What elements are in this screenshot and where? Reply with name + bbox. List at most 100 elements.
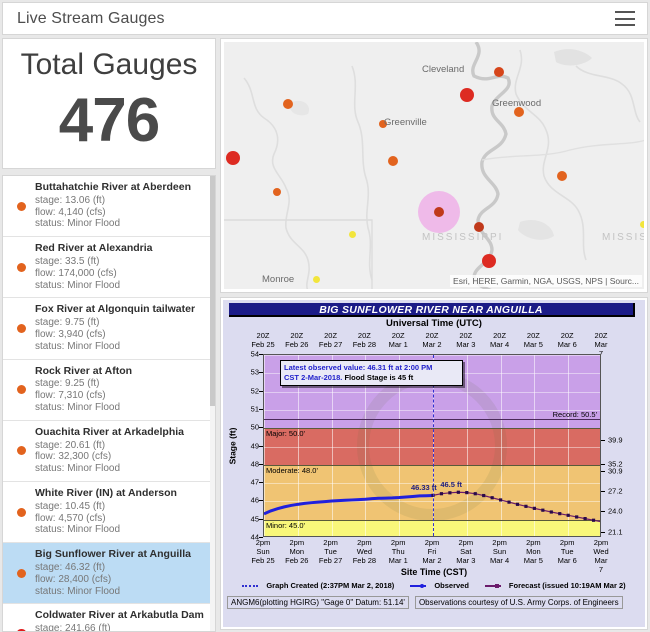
map-marker[interactable] [557, 171, 567, 181]
map-marker[interactable] [474, 222, 484, 232]
chart-forecast-point [439, 492, 444, 496]
chart-record-line [264, 419, 600, 421]
chart-legend-marker-icon [494, 584, 499, 589]
chart-forecast-point [448, 491, 452, 495]
chart-flood-threshold-label: Minor: 45.0' [266, 520, 305, 530]
gauge-name: White River (IN) at Anderson [35, 486, 177, 499]
gauge-item-text: White River (IN) at Anderson stage: 10.45… [35, 486, 209, 536]
map-vector-layer [224, 42, 644, 289]
map-panel[interactable]: Esri, HERE, Garmin, NGA, USGS, NPS | Sou… [220, 38, 648, 293]
chart-flood-threshold-label: Moderate: 48.0' [266, 465, 318, 475]
gauge-list-item[interactable]: Big Sunflower River at Anguilla stage: 46… [3, 543, 215, 605]
chart-footnote: Observations courtesy of U.S. Army Corps… [414, 596, 623, 609]
gauge-status-dot-icon [16, 507, 26, 517]
chart-vgrid [568, 355, 570, 536]
map-marker[interactable] [283, 99, 293, 109]
hamburger-menu-icon[interactable] [615, 11, 635, 26]
chart-title: BIG SUNFLOWER RIVER NEAR ANGUILLA [229, 303, 635, 317]
chart-hgrid [264, 409, 600, 411]
chart-y-tickmark [259, 445, 263, 447]
gauge-status: status: Minor Flood [35, 340, 121, 352]
chart-legend-label: Forecast (issued 10:19AM Mar 2) [508, 581, 626, 590]
chart-y-tick: 53 [250, 367, 259, 377]
chart-flow-tickmark [601, 471, 605, 473]
gauge-list-scrollbar[interactable] [210, 176, 215, 631]
gauge-list-scroll-thumb[interactable] [210, 176, 215, 406]
gauge-stage: stage: 33.5 (ft) [35, 255, 100, 267]
app-header: Live Stream Gauges [2, 2, 648, 35]
gauge-list-item[interactable]: Fox River at Algonquin tailwater stage: 9… [3, 298, 215, 360]
gauge-status-dot-icon [16, 262, 26, 272]
map-marker[interactable] [388, 156, 398, 166]
chart-hgrid [264, 355, 600, 356]
gauge-list-item[interactable]: Red River at Alexandria stage: 33.5 (ft) f… [3, 237, 215, 299]
chart-y-tickmark [259, 354, 263, 355]
map-city-label: Greenwood [492, 98, 542, 109]
map-marker[interactable] [639, 220, 644, 228]
gauge-status-dot-icon [16, 568, 26, 578]
gauge-status-dot-wrap [7, 628, 35, 631]
chart-forecast-point [431, 493, 435, 497]
chart-legend-label: Observed [434, 581, 469, 590]
chart-flow-tick: 27.2 [608, 486, 623, 496]
chart-forecast-point [482, 493, 486, 498]
chart-flow-tickmark [601, 463, 605, 465]
chart-vgrid [399, 355, 401, 536]
chart-point-label: 46.33 ft [410, 483, 437, 493]
gauge-list-item[interactable]: Coldwater River at Arkabutla Dam stage: 2… [3, 604, 215, 631]
gauge-name: Rock River at Afton [35, 364, 133, 377]
gauge-flow: flow: 32,300 (cfs) [35, 451, 112, 463]
chart-latest-observed-callout: Latest observed value: 46.31 ft at 2:00 … [280, 360, 463, 386]
chart-legend-label: Graph Created (2:37PM Mar 2, 2018) [266, 581, 395, 590]
chart-utc-tick: 20Z Feb 28 [352, 331, 377, 349]
map-marker[interactable] [379, 120, 387, 128]
gauge-status: status: Minor Flood [35, 279, 121, 291]
map-marker[interactable] [460, 88, 474, 102]
hydrograph-panel[interactable]: BIG SUNFLOWER RIVER NEAR ANGUILLA Univer… [220, 297, 648, 630]
gauge-list-item[interactable]: Buttahatchie River at Aberdeen stage: 13.… [3, 176, 215, 238]
gauge-flow: flow: 3,940 (cfs) [35, 328, 106, 340]
gauge-status: status: Minor Flood [35, 401, 121, 413]
map-marker[interactable] [494, 67, 504, 77]
gauge-flow: flow: 4,140 (cfs) [35, 206, 106, 218]
gauge-status-dot-wrap [7, 262, 35, 272]
total-gauges-value: 476 [58, 86, 160, 155]
map-marker-selected[interactable] [434, 207, 444, 217]
chart-utc-tick: 20Z Mar 2 [422, 331, 442, 349]
chart-utc-tick: 20Z Mar 1 [388, 331, 408, 349]
gauge-stage: stage: 10.45 (ft) [35, 500, 106, 512]
map-marker[interactable] [514, 107, 524, 117]
chart-utc-tick: 20Z Mar 4 [490, 331, 510, 349]
map-marker[interactable] [273, 188, 281, 196]
chart-point-label: 46.5 ft [440, 480, 463, 490]
chart-y-tick: 44 [250, 532, 259, 542]
gauge-name: Buttahatchie River at Aberdeen [35, 181, 191, 193]
map-marker[interactable] [348, 230, 356, 238]
chart-series-layer [264, 490, 600, 523]
gauge-stage: stage: 20.61 (ft) [35, 439, 106, 451]
chart-y-axis: Stage (ft) 44 45 46 47 48 49 50 51 52 53 54 [223, 350, 263, 542]
gauge-list[interactable]: Buttahatchie River at Aberdeen stage: 13.… [2, 175, 216, 632]
chart-plot-area: Major: 50.0'Moderate: 48.0'Minor: 45.0'A… [263, 354, 601, 537]
chart-flood-band [264, 519, 600, 536]
gauge-list-item[interactable]: White River (IN) at Anderson stage: 10.45… [3, 482, 215, 544]
gauge-status: status: Minor Flood [35, 463, 121, 475]
map-state-label: MISSISS [602, 232, 644, 243]
map-marker[interactable] [312, 275, 320, 283]
chart-footnotes: ANGM6(plotting HGIRG) "Gage 0" Datum: 51… [227, 596, 641, 609]
map-marker[interactable] [226, 151, 240, 165]
gauge-status-dot-wrap [7, 385, 35, 395]
gauge-name: Coldwater River at Arkabutla Dam [35, 609, 204, 622]
map-marker[interactable] [482, 254, 496, 268]
gauge-status-dot-wrap [7, 446, 35, 456]
chart-flow-tick: 30.9 [608, 466, 623, 476]
gauge-item-text: Fox River at Algonquin tailwater stage: 9… [35, 304, 209, 352]
map-canvas[interactable]: Esri, HERE, Garmin, NGA, USGS, NPS | Sou… [224, 42, 644, 289]
map-marker[interactable] [289, 288, 297, 289]
map-attribution: Esri, HERE, Garmin, NGA, USGS, NPS | Sou… [450, 275, 642, 287]
gauge-list-item[interactable]: Ouachita River at Arkadelphia stage: 20.6… [3, 421, 215, 482]
gauge-list-item[interactable]: Rock River at Afton stage: 9.25 (ft) flow:… [3, 360, 215, 421]
chart-forecast-point [524, 504, 528, 508]
chart-y-tick: 47 [250, 477, 259, 487]
chart-hgrid [264, 483, 600, 485]
